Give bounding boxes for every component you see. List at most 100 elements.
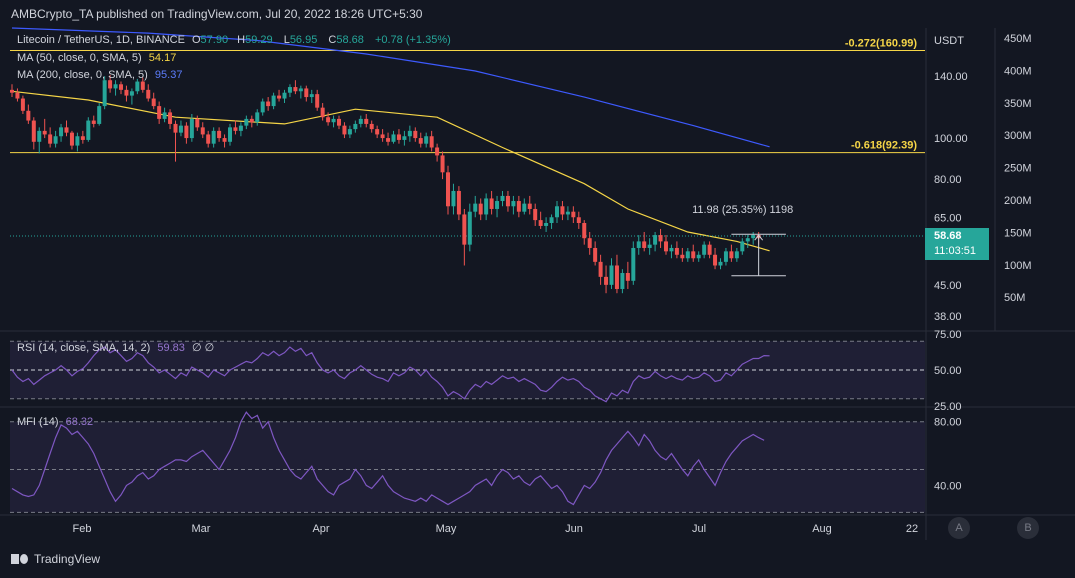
high-value: H59.29 xyxy=(237,34,273,46)
compare-a-button[interactable]: A xyxy=(948,517,970,539)
candle-body xyxy=(200,127,205,135)
close-value: C58.68 xyxy=(328,34,364,46)
candle-body xyxy=(298,88,303,92)
rsi-axis-tick: 25.00 xyxy=(934,401,962,413)
candle-body xyxy=(478,203,483,215)
candle-body xyxy=(113,84,118,89)
candle-body xyxy=(560,206,565,215)
candle-body xyxy=(593,247,598,262)
volume-axis-tick: 400M xyxy=(1004,65,1032,77)
rsi-legend: RSI (14, close, SMA, 14, 2) 59.83 ∅ ∅ xyxy=(17,341,218,354)
candle-body xyxy=(282,92,287,99)
candle-body xyxy=(364,118,369,124)
candle-body xyxy=(162,112,167,119)
candle-body xyxy=(15,92,20,99)
candle-body xyxy=(604,276,609,285)
candle-body xyxy=(80,136,85,140)
last-price-tag: 58.68 11:03:51 xyxy=(925,228,989,260)
candle-body xyxy=(718,261,723,266)
candle-body xyxy=(124,89,129,96)
last-price: 58.68 xyxy=(934,230,962,242)
candle-body xyxy=(484,198,489,215)
time-axis-label: Apr xyxy=(312,523,329,535)
candle-body xyxy=(625,272,630,281)
candle-body xyxy=(522,203,527,212)
candle-body xyxy=(375,129,380,135)
candle-body xyxy=(702,244,707,255)
candle-body xyxy=(135,81,140,92)
tradingview-logo[interactable]: TradingView xyxy=(11,552,100,566)
candle-body xyxy=(446,172,450,207)
candle-body xyxy=(140,81,145,90)
candle-body xyxy=(664,241,668,252)
candle-body xyxy=(195,118,200,128)
mfi-axis-tick: 40.00 xyxy=(934,480,962,492)
candle-body xyxy=(396,134,401,140)
mfi-axis-tick: 80.00 xyxy=(934,417,962,429)
candle-body xyxy=(97,106,102,124)
candle-body xyxy=(435,147,440,156)
change-value: +0.78 (+1.35%) xyxy=(374,34,451,46)
mfi-label: MFI (14) xyxy=(17,416,59,428)
volume-axis-tick: 300M xyxy=(1004,130,1032,142)
mfi-legend: MFI (14) 68.32 xyxy=(17,416,97,428)
volume-axis-tick: 100M xyxy=(1004,260,1032,272)
volume-axis-tick: 450M xyxy=(1004,33,1032,45)
compare-b-button[interactable]: B xyxy=(1017,517,1039,539)
candle-body xyxy=(119,84,123,90)
candle-body xyxy=(495,201,500,209)
candle-body xyxy=(473,203,478,212)
ma50-label: MA (50, close, 0, SMA, 5) xyxy=(17,52,142,64)
candle-body xyxy=(75,136,80,146)
ma200-label: MA (200, close, 0, SMA, 5) xyxy=(17,69,148,81)
rsi-axis-tick: 50.00 xyxy=(934,365,962,377)
candle-body xyxy=(271,95,276,107)
candle-body xyxy=(544,223,549,226)
candle-body xyxy=(402,136,407,140)
candle-body xyxy=(500,195,505,202)
fib-level-label: -0.272(160.99) xyxy=(845,38,917,50)
candle-body xyxy=(467,211,472,245)
candle-body xyxy=(151,98,156,107)
candle-body xyxy=(740,241,745,252)
candle-body xyxy=(631,247,636,281)
candle-body xyxy=(184,125,189,139)
time-axis-label: Aug xyxy=(812,523,832,535)
candle-body xyxy=(587,238,592,248)
candle-body xyxy=(157,106,162,119)
candle-body xyxy=(353,123,358,130)
candle-body xyxy=(260,101,265,113)
candle-body xyxy=(238,125,243,131)
candle-body xyxy=(505,195,510,207)
rsi-value: 59.83 xyxy=(157,342,185,354)
candle-body xyxy=(233,127,238,131)
candle-body xyxy=(304,88,309,98)
candle-body xyxy=(86,120,91,140)
candle-body xyxy=(309,94,314,98)
candle-body xyxy=(571,211,576,218)
candle-body xyxy=(386,138,391,142)
candle-body xyxy=(527,203,532,209)
ma50-value: 54.17 xyxy=(148,52,177,64)
candle-body xyxy=(249,118,254,123)
ma200-legend: MA (200, close, 0, SMA, 5) 95.37 xyxy=(17,69,186,81)
bar-countdown: 11:03:51 xyxy=(934,245,977,257)
volume-axis-tick: 50M xyxy=(1004,292,1025,304)
candle-body xyxy=(211,130,216,144)
rsi-extra: ∅ ∅ xyxy=(191,342,215,354)
candle-body xyxy=(745,238,750,242)
candle-body xyxy=(691,251,696,259)
candle-body xyxy=(636,241,641,248)
candle-body xyxy=(418,138,423,144)
candle-body xyxy=(614,265,619,289)
symbol-legend: Litecoin / TetherUS, 1D, BINANCE O57.90 … xyxy=(17,34,455,46)
measure-label: 11.98 (25.35%) 1198 xyxy=(692,204,793,216)
candle-body xyxy=(462,214,467,245)
symbol-name: Litecoin / TetherUS, 1D, BINANCE xyxy=(17,34,185,46)
candle-body xyxy=(31,120,36,142)
candle-body xyxy=(380,134,385,139)
price-axis-tick: 45.00 xyxy=(934,280,962,292)
fib-level-label: -0.618(92.39) xyxy=(851,140,917,152)
mfi-line xyxy=(11,411,765,506)
